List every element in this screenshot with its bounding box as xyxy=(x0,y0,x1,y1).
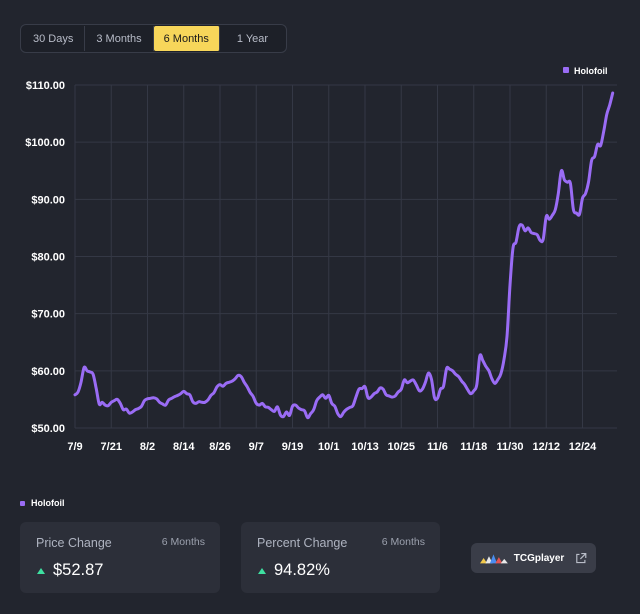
x-tick-label: 11/6 xyxy=(427,441,448,453)
x-tick-label: 8/26 xyxy=(209,441,230,453)
y-tick-label: $100.00 xyxy=(25,137,65,149)
x-tick-label: 9/7 xyxy=(249,441,264,453)
x-tick-label: 10/13 xyxy=(351,441,379,453)
tcgplayer-link-button[interactable]: TCGplayer xyxy=(471,543,596,573)
x-tick-label: 8/14 xyxy=(173,441,195,453)
x-tick-label: 10/1 xyxy=(318,441,339,453)
bottom-legend-label: Holofoil xyxy=(31,498,65,508)
x-tick-label: 10/25 xyxy=(387,441,415,453)
percent-change-card: Percent Change 6 Months 94.82% xyxy=(241,522,440,593)
y-tick-label: $80.00 xyxy=(31,252,65,264)
tab-3-months[interactable]: 3 Months xyxy=(85,26,154,51)
legend-swatch xyxy=(20,500,25,506)
bottom-legend[interactable]: Holofoil xyxy=(20,498,65,508)
x-tick-label: 12/12 xyxy=(532,441,560,453)
percent-change-period: 6 Months xyxy=(381,536,425,548)
series-layer xyxy=(73,91,615,420)
legend-label-holofoil: Holofoil xyxy=(574,66,608,76)
y-axis-labels: $50.00 $60.00 $70.00 $80.00 $90.00 $100.00 $11… xyxy=(25,80,65,435)
y-tick-label: $70.00 xyxy=(31,309,65,321)
external-link-icon xyxy=(576,552,587,563)
price-change-period: 6 Months xyxy=(161,536,205,548)
y-tick-label: $90.00 xyxy=(31,194,65,206)
tcgplayer-label: TCGplayer xyxy=(513,552,565,564)
legend-swatch-holofoil xyxy=(563,67,569,73)
tab-30-days[interactable]: 30 Days xyxy=(22,26,86,51)
tab-1-year[interactable]: 1 Year xyxy=(236,32,269,45)
price-history-chart: $50.00 $60.00 $70.00 $80.00 $90.00 $100.00 $11… xyxy=(25,66,617,453)
y-tick-label: $110.00 xyxy=(26,80,65,92)
percent-change-value: 94.82% xyxy=(274,561,330,579)
price-change-value: $52.87 xyxy=(53,561,104,579)
price-change-title: Price Change xyxy=(36,536,112,550)
tab-6-months[interactable]: 6 Months xyxy=(153,26,220,51)
x-tick-label: 12/24 xyxy=(569,441,597,453)
y-tick-label: $50.00 xyxy=(31,423,65,435)
x-axis-labels: 7/9 7/21 8/2 8/14 8/26 9/7 9/19 10/1 10/13 10/25 1… xyxy=(67,441,597,453)
chart-legend[interactable]: Holofoil xyxy=(563,66,608,76)
x-tick-label: 11/30 xyxy=(497,441,524,453)
x-tick-label: 11/18 xyxy=(460,441,487,453)
x-tick-label: 7/21 xyxy=(101,441,122,453)
x-tick-label: 8/2 xyxy=(140,441,155,453)
time-range-tabs: 30 Days 3 Months 6 Months 1 Year xyxy=(20,24,288,53)
up-arrow-icon xyxy=(37,567,45,574)
chart-grid xyxy=(74,84,617,429)
tcgplayer-logo-icon xyxy=(480,554,508,564)
series-line-holofoil xyxy=(73,91,615,420)
price-change-card: Price Change 6 Months $52.87 xyxy=(20,522,220,593)
x-tick-label: 9/19 xyxy=(282,441,303,453)
x-tick-label: 7/9 xyxy=(67,441,82,453)
y-tick-label: $60.00 xyxy=(31,366,65,378)
up-arrow-icon xyxy=(258,567,266,574)
percent-change-title: Percent Change xyxy=(257,536,348,550)
